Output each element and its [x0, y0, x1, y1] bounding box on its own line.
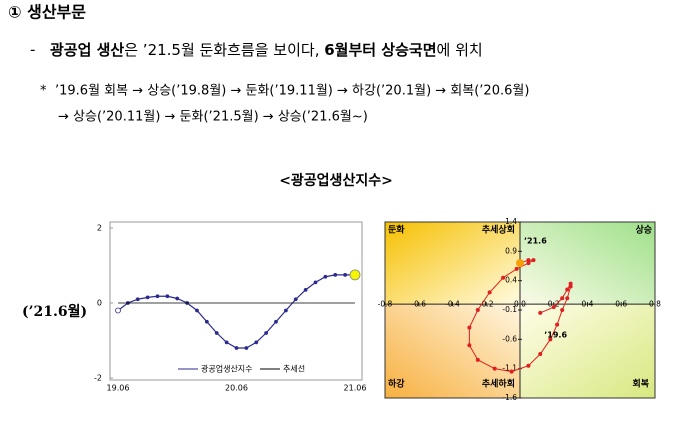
data-point [135, 297, 140, 302]
data-point [475, 357, 480, 362]
data-point [568, 281, 573, 286]
text-segment: 광공업 생산 [50, 41, 124, 59]
quadrant-label: 상승 [635, 224, 652, 236]
data-point [565, 287, 570, 292]
data-point [274, 319, 278, 324]
y-tick-label: 0.4 [505, 276, 517, 285]
side-label: (’21.6월) [22, 303, 87, 320]
data-point [475, 308, 480, 312]
data-point [560, 296, 565, 301]
data-point [323, 274, 328, 279]
legend-label: 광공업생산지수 [201, 364, 253, 374]
y-tick-label: -1.1 [502, 364, 517, 373]
data-point [264, 331, 269, 335]
data-point [333, 272, 338, 277]
quadrant-label: 둔화 [388, 224, 405, 236]
text-segment: 에 위치 [437, 41, 483, 59]
x-tick-label: 0.0 [514, 300, 526, 309]
data-point [175, 296, 180, 301]
data-point [155, 294, 160, 299]
y-tick-label: 1.4 [505, 217, 517, 226]
data-point [501, 275, 506, 280]
y-tick-label: 2 [97, 224, 102, 233]
quadrant-label: 회복 [632, 378, 649, 390]
data-point [244, 346, 249, 350]
bullet-marker: - [30, 41, 35, 59]
data-point [145, 295, 150, 300]
quadrant-label: 추세상회 [482, 224, 515, 236]
quadrant-label: 추세하회 [482, 378, 515, 390]
x-tick-label: 0.8 [649, 300, 661, 309]
x-tick-label: 19.06 [107, 384, 130, 393]
data-point [514, 266, 519, 271]
x-tick-label: 21.06 [344, 384, 367, 393]
y-tick-label: -0.6 [502, 334, 517, 343]
data-point [204, 319, 209, 324]
data-point [313, 280, 318, 285]
data-point [526, 258, 531, 263]
data-point [551, 305, 556, 310]
y-tick-label: -0.1 [502, 305, 517, 314]
y-tick-label: -2 [94, 374, 102, 383]
quadrant [385, 304, 520, 398]
data-point [293, 297, 298, 302]
data-point [467, 343, 472, 348]
data-point [283, 308, 288, 313]
data-point [214, 331, 219, 335]
quadrant-label: 하강 [388, 378, 405, 390]
legend-label: 추세선 [283, 365, 305, 374]
data-point [509, 369, 514, 374]
data-point [254, 340, 259, 345]
data-point [516, 259, 524, 268]
data-point [565, 296, 570, 301]
x-tick-label: -0.8 [378, 300, 393, 309]
data-point [526, 261, 531, 266]
data-point [538, 352, 543, 356]
data-point [115, 307, 121, 314]
data-point [555, 322, 560, 327]
data-point [195, 308, 199, 313]
quadrant [520, 222, 655, 305]
x-tick-label: 0.4 [582, 300, 594, 309]
data-point [487, 290, 492, 295]
data-point [349, 269, 361, 281]
data-point [165, 294, 170, 299]
data-point [224, 340, 229, 345]
data-point [303, 287, 308, 292]
data-point [538, 310, 543, 315]
section-title: ① 생산부문 [8, 3, 86, 22]
text-segment: 6월부터 상승국면 [324, 41, 436, 59]
text-segment: 은 ’21.5월 둔화흐름을 보이다, [124, 41, 324, 59]
quadrant [385, 222, 520, 305]
data-point [548, 337, 553, 342]
x-tick-label: 0.2 [548, 300, 560, 309]
series-line [117, 274, 355, 349]
note-line: ’19.6월 회복 → 상승(’19.8월) → 둔화(’19.11월) → 하… [55, 84, 529, 99]
data-point [492, 366, 497, 371]
data-point [467, 325, 472, 330]
x-tick-label: 0.6 [615, 300, 627, 309]
x-tick-label: -0.4 [445, 300, 460, 309]
data-point [526, 363, 531, 368]
note-marker: * [40, 84, 47, 99]
x-tick-label: 20.06 [225, 384, 248, 393]
y-tick-label: 0.9 [505, 246, 517, 255]
figure-title: <광공업생산지수> [279, 172, 393, 189]
annotation: ’19.6 [544, 330, 567, 339]
data-point [568, 284, 573, 289]
data-point [560, 308, 565, 312]
x-tick-label: -0.6 [411, 300, 426, 309]
annotation: ’21.6 [524, 237, 547, 246]
bullet-text: 광공업 생산은 ’21.5월 둔화흐름을 보이다, 6월부터 상승국면에 위치 [50, 41, 483, 59]
x-tick-label: -0.2 [479, 300, 494, 309]
data-point [234, 346, 239, 350]
plot-frame [109, 221, 363, 381]
data-point [343, 272, 348, 277]
note-line: → 상승(’20.11월) → 둔화(’21.5월) → 상승(’21.6월~) [58, 110, 368, 125]
y-tick-label: -1.6 [502, 393, 517, 402]
data-point [531, 258, 536, 263]
y-tick-label: 0 [97, 299, 102, 308]
